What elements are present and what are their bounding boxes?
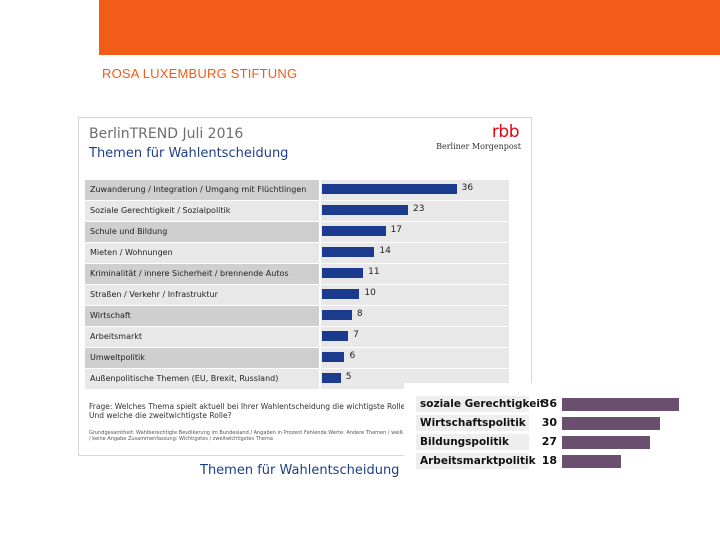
row-divider [319, 369, 321, 389]
row-divider [319, 306, 321, 326]
category-label: Soziale Gerechtigkeit / Sozialpolitik [90, 206, 231, 215]
row-divider [319, 180, 321, 200]
summary-row: Wirtschaftspolitik 30 [404, 415, 696, 432]
summary-row: Bildungspolitik 27 [404, 434, 696, 451]
summary-value-label: 18 [541, 454, 557, 467]
chart-row: Schule und Bildung 17 [85, 222, 509, 243]
summary-value-label: 30 [541, 416, 557, 429]
summary-category-label: Arbeitsmarktpolitik [416, 453, 536, 469]
summary-bar-chart: soziale Gerechtigkeit 36 Wirtschaftspoliti… [404, 383, 696, 480]
row-divider [319, 201, 321, 221]
bar [322, 247, 375, 257]
bar-value-label: 17 [390, 225, 403, 235]
category-label: Kriminalität / innere Sicherheit / brenn… [85, 264, 319, 284]
row-divider [319, 243, 321, 263]
bar [322, 184, 457, 194]
category-label: Arbeitsmarkt [90, 332, 143, 341]
bar-value-label: 36 [461, 183, 474, 193]
summary-row: soziale Gerechtigkeit 36 [404, 396, 696, 413]
bar-value-label: 23 [413, 204, 425, 214]
summary-category-label: soziale Gerechtigkeit [416, 396, 545, 412]
category-label: Zuwanderung / Integration / Umgang mit F… [85, 180, 319, 200]
summary-bar [562, 417, 660, 430]
summary-value-label: 36 [541, 397, 557, 410]
category-label: Schule und Bildung [85, 222, 319, 242]
org-name: ROSA LUXEMBURG STIFTUNG [102, 66, 298, 81]
infographic-title: BerlinTREND Juli 2016 [89, 126, 244, 142]
bar [322, 205, 409, 215]
category-label: Straßen / Verkehr / Infrastruktur [90, 290, 218, 299]
bar-value-label: 10 [364, 288, 376, 298]
summary-category-label: Wirtschaftspolitik [416, 415, 529, 431]
row-divider [319, 222, 321, 242]
slide-caption: Themen für Wahlentscheidung [200, 463, 400, 478]
bar [322, 373, 341, 383]
bar [322, 226, 386, 236]
summary-bar [562, 455, 621, 468]
bar [322, 268, 364, 278]
bar [322, 289, 360, 299]
chart-row: Zuwanderung / Integration / Umgang mit F… [85, 180, 509, 201]
row-divider [319, 264, 321, 284]
row-divider [319, 348, 321, 368]
summary-bar [562, 398, 679, 411]
chart-row: Umweltpolitik 6 [85, 348, 509, 369]
bar [322, 352, 345, 362]
top-accent-bar [99, 0, 720, 55]
survey-question: Frage: Welches Thema spielt aktuell bei … [89, 402, 410, 420]
row-divider [319, 327, 321, 347]
summary-value-label: 27 [541, 435, 557, 448]
summary-row: Arbeitsmarktpolitik 18 [404, 453, 696, 470]
summary-bar [562, 436, 650, 449]
category-label: Mieten / Wohnungen [90, 248, 173, 257]
bar-value-label: 14 [379, 246, 391, 256]
chart-row: Außenpolitische Themen (EU, Brexit, Russ… [85, 369, 509, 390]
category-label: Außenpolitische Themen (EU, Brexit, Russ… [90, 374, 279, 383]
category-label: Umweltpolitik [85, 348, 319, 368]
bar-value-label: 11 [368, 267, 380, 277]
chart-row: Wirtschaft 8 [85, 306, 509, 327]
bar [322, 310, 352, 320]
chart-row: Arbeitsmarkt 7 [85, 327, 509, 348]
bar-value-label: 6 [349, 351, 356, 361]
infographic-card: BerlinTREND Juli 2016 Themen für Wahlent… [78, 117, 532, 456]
rbb-logo: rbb [491, 122, 520, 142]
chart-row: Straßen / Verkehr / Infrastruktur 10 [85, 285, 509, 306]
infographic-subtitle: Themen für Wahlentscheidung [89, 146, 289, 161]
chart-row: Mieten / Wohnungen 14 [85, 243, 509, 264]
chart-row: Kriminalität / innere Sicherheit / brenn… [85, 264, 509, 285]
category-label: Wirtschaft [85, 306, 319, 326]
survey-footnote: Grundgesamtheit: Wahlberechtigte Bevölke… [89, 430, 417, 442]
morgenpost-logo: Berliner Morgenpost [436, 142, 521, 151]
bar [322, 331, 349, 341]
bar-value-label: 5 [345, 372, 352, 382]
bar-value-label: 8 [356, 309, 363, 319]
bar-value-label: 7 [353, 330, 359, 340]
summary-category-label: Bildungspolitik [416, 434, 529, 450]
main-bar-chart: Zuwanderung / Integration / Umgang mit F… [85, 180, 509, 390]
chart-row: Soziale Gerechtigkeit / Sozialpolitik 23 [85, 201, 509, 222]
row-divider [319, 285, 321, 305]
